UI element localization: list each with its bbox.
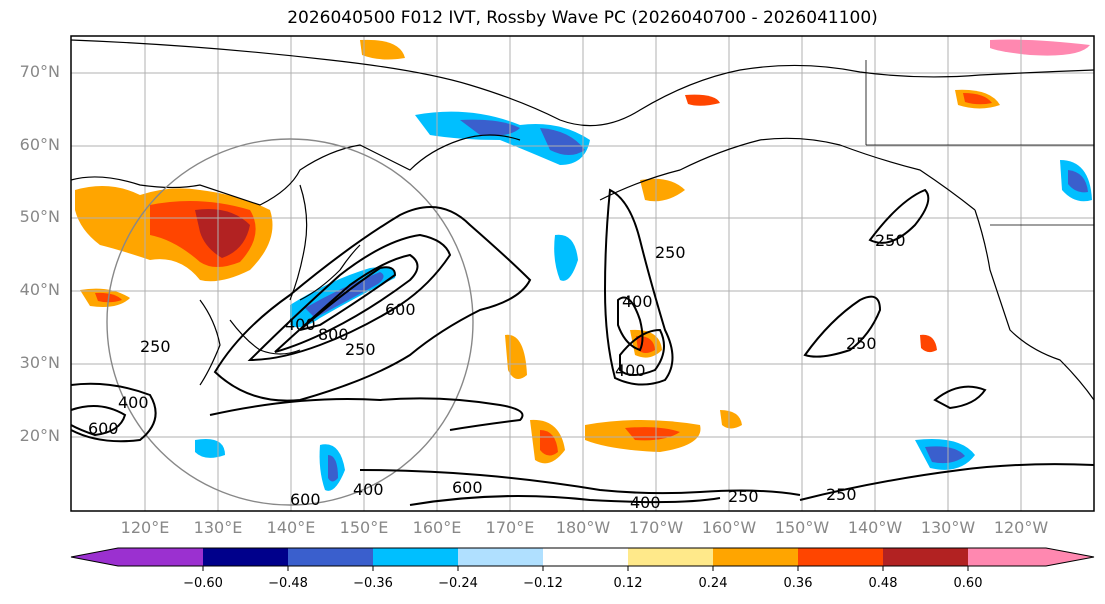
colorbar-tick-label: −0.24 [438, 576, 478, 591]
lon-label: 140°E [266, 518, 316, 537]
colorbar-extend-low [71, 548, 118, 566]
contour-label: 250 [728, 487, 759, 506]
lon-label: 180°W [555, 518, 611, 537]
lon-label: 150°E [339, 518, 389, 537]
contour-label: 250 [846, 334, 877, 353]
contour-label: 600 [290, 490, 321, 509]
lon-label: 120°W [993, 518, 1049, 537]
map-frame [70, 35, 1095, 512]
colorbar-tick-label: −0.36 [353, 576, 393, 591]
lon-label: 140°W [847, 518, 903, 537]
lon-label: 160°E [412, 518, 462, 537]
colorbar [70, 547, 1095, 571]
great-circle [106, 138, 474, 506]
contour-label-group: 250 400 600 800 250 400 600 250 400 250 … [88, 231, 906, 512]
colorbar-extend-high [1046, 548, 1094, 566]
ivt-contours [70, 188, 1095, 506]
contour-label: 400 [285, 315, 316, 334]
lon-label: 160°W [701, 518, 757, 537]
contour-label: 600 [88, 419, 119, 438]
lon-label: 170°W [628, 518, 684, 537]
contour-label: 400 [622, 292, 653, 311]
contour-label: 250 [345, 340, 376, 359]
lat-label: 70°N [19, 62, 60, 81]
contour-label: 400 [615, 361, 646, 380]
lat-label: 40°N [19, 280, 60, 299]
lon-label: 130°E [193, 518, 243, 537]
contour-label: 400 [630, 493, 661, 512]
colorbar-tick-label: 0.48 [868, 576, 898, 591]
graticule [71, 36, 1094, 511]
colorbar-tick-label: −0.12 [523, 576, 563, 591]
borders [865, 60, 1094, 226]
lon-label: 130°W [920, 518, 976, 537]
colorbar-tick-label: −0.48 [268, 576, 308, 591]
lat-label: 60°N [19, 135, 60, 154]
colorbar-tick-label: 0.36 [783, 576, 813, 591]
lat-label: 30°N [19, 353, 60, 372]
lat-label: 50°N [19, 207, 60, 226]
lat-label: 20°N [19, 426, 60, 445]
contour-label: 400 [353, 480, 384, 499]
contour-label: 250 [826, 485, 857, 504]
contour-label: 800 [318, 325, 349, 344]
contour-label: 250 [655, 243, 686, 262]
contour-label: 250 [140, 337, 171, 356]
map-title: 2026040500 F012 IVT, Rossby Wave PC (202… [287, 8, 878, 28]
colorbar-tick-label: −0.60 [183, 576, 223, 591]
colorbar-tick-label: 0.12 [613, 576, 643, 591]
contour-label: 600 [385, 300, 416, 319]
contour-label: 250 [875, 231, 906, 250]
lon-label: 170°E [485, 518, 535, 537]
colorbar-tick-label: 0.24 [698, 576, 728, 591]
colorbar-tick-label: 0.60 [953, 576, 983, 591]
lon-label: 150°W [774, 518, 830, 537]
contour-label: 400 [118, 393, 149, 412]
coastlines [70, 39, 1095, 401]
contour-label: 600 [452, 478, 483, 497]
lon-label: 120°E [120, 518, 170, 537]
